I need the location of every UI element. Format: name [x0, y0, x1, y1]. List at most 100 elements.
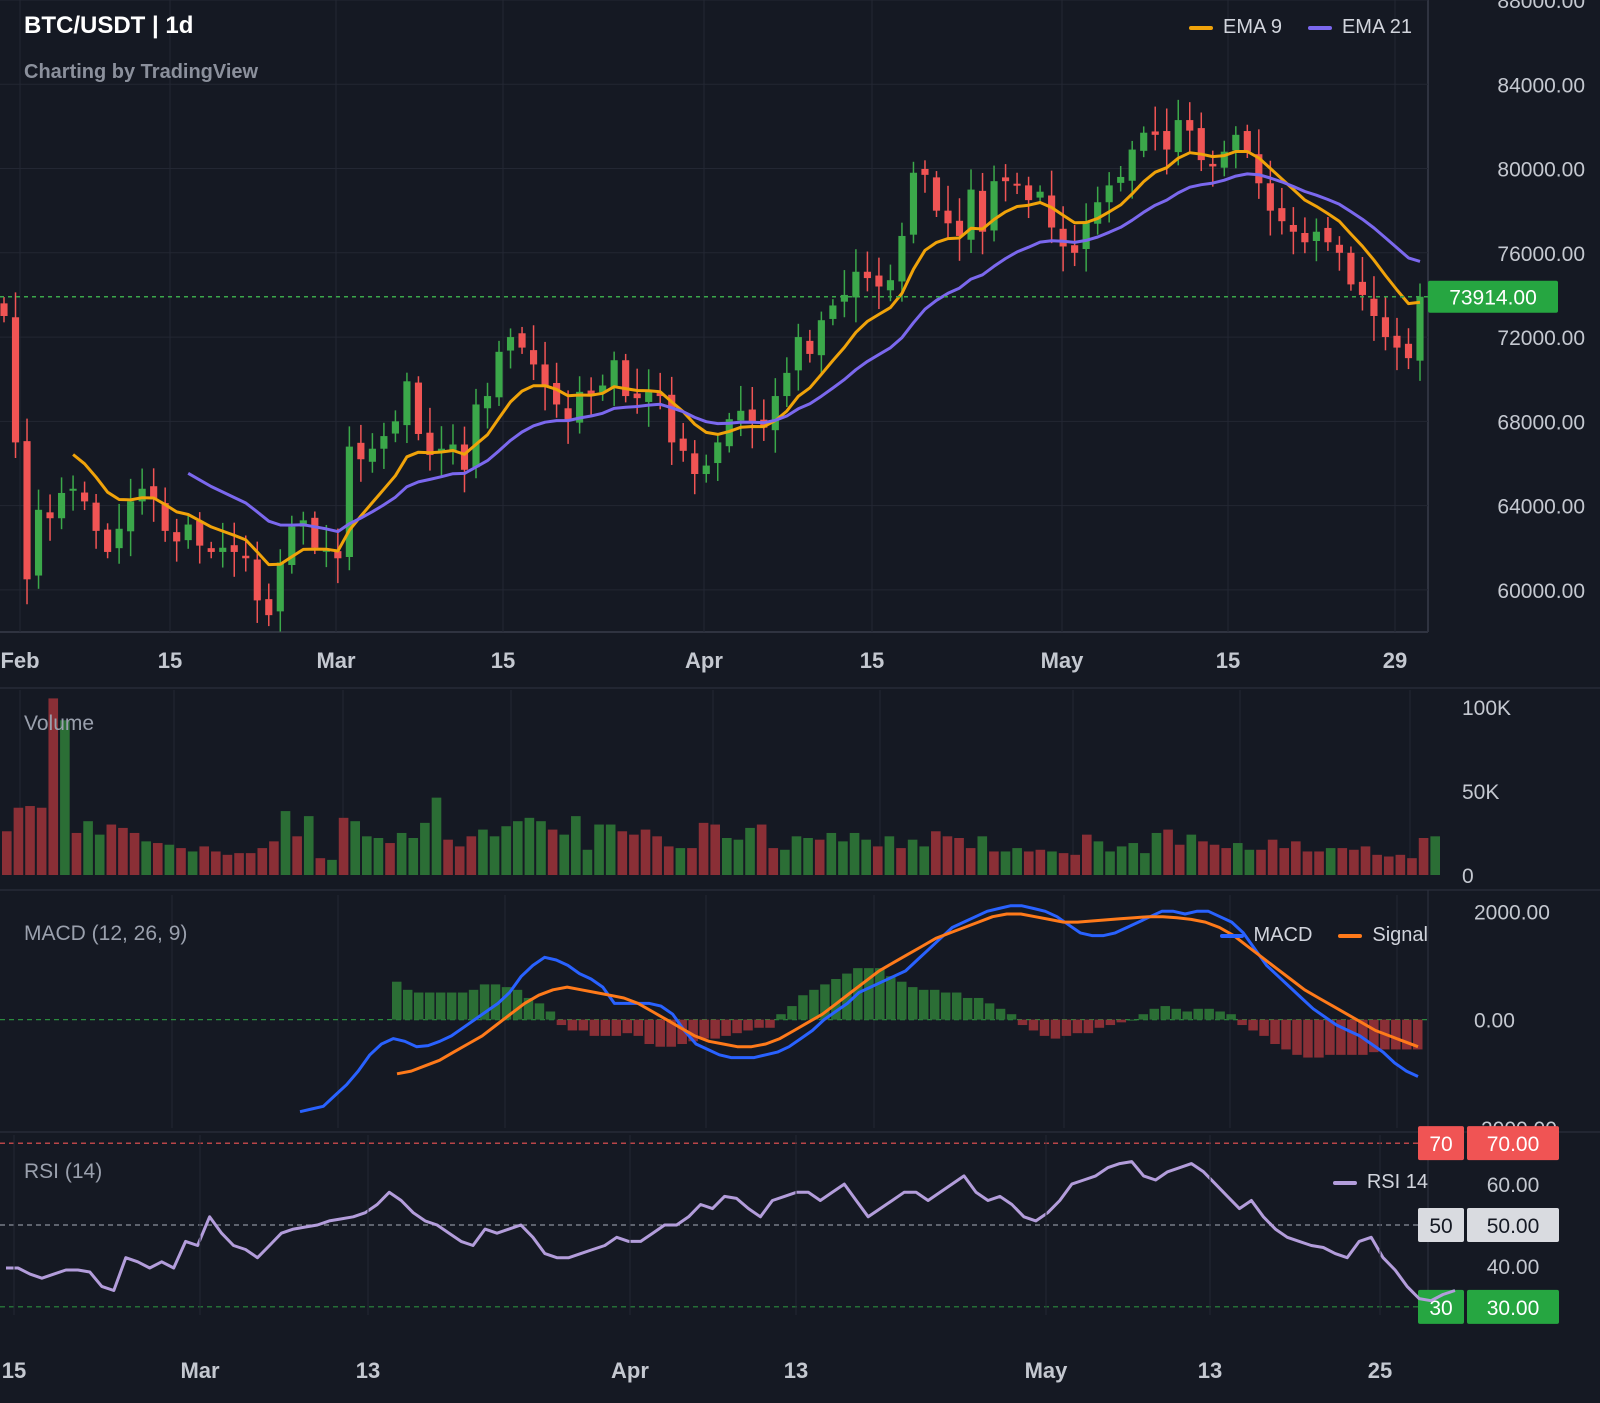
macd-histogram-bar [1314, 1019, 1324, 1058]
candle-body [403, 381, 411, 426]
volume-bar [257, 848, 268, 875]
volume-bar [187, 851, 198, 875]
rsi-label: RSI 14 [1366, 1171, 1428, 1193]
macd-histogram-bar [1138, 1014, 1149, 1020]
candle-body [57, 492, 66, 519]
volume-bar [942, 836, 953, 875]
macd-histogram-bar [743, 1019, 753, 1031]
volume-pane-title: Volume [24, 712, 95, 735]
legend-rsi[interactable]: RSI 14 [1332, 1171, 1428, 1194]
candle-body [196, 520, 204, 546]
macd-histogram-bar [787, 1006, 797, 1020]
candle-body [1347, 252, 1355, 285]
volume-tick-label: 0 [1462, 865, 1474, 888]
volume-bar [443, 839, 453, 875]
candle-body [587, 390, 595, 397]
macd-histogram-bar [776, 1014, 786, 1020]
rsi-swatch [1332, 1180, 1357, 1185]
candle-body [1278, 208, 1286, 222]
candle-body [173, 532, 181, 542]
candle-body [1255, 154, 1263, 184]
volume-bar [1186, 834, 1197, 875]
candle-body [1301, 232, 1309, 243]
volume-bar [373, 838, 384, 875]
volume-bar [1070, 854, 1080, 875]
volume-bar [478, 829, 488, 875]
volume-bar [605, 824, 616, 875]
candle-body [1001, 177, 1010, 182]
ema21-label: EMA 21 [1341, 16, 1412, 38]
rsi-line [6, 1160, 1456, 1303]
volume-bar [1128, 843, 1139, 875]
volume-bar [722, 838, 732, 875]
candle-body [150, 486, 158, 500]
macd-histogram-bar [402, 989, 413, 1020]
candle-body [576, 391, 584, 423]
macd-histogram-bar [688, 1019, 698, 1042]
volume-bar [1140, 853, 1150, 875]
candle-body [863, 271, 871, 279]
volume-bar [663, 846, 674, 875]
candle-body [829, 305, 837, 319]
legend-ema9[interactable]: EMA 9 [1189, 16, 1282, 39]
candle-body [1025, 185, 1033, 201]
ema21-swatch [1307, 25, 1332, 30]
macd-histogram-bar [1094, 1019, 1105, 1028]
macd-histogram-bar [1248, 1019, 1258, 1031]
signal-label: Signal [1372, 924, 1428, 946]
macd-histogram-bar [1127, 1019, 1138, 1021]
volume-bar [1325, 848, 1336, 875]
volume-bar [315, 858, 326, 875]
volume-bar [1291, 841, 1301, 875]
candle-body [737, 410, 745, 421]
macd-histogram-bar [1083, 1019, 1094, 1034]
bottom-date-tick-label: 13 [784, 1358, 808, 1383]
candle-body [184, 524, 192, 541]
macd-histogram-bar [1303, 1019, 1313, 1058]
symbol-title[interactable]: BTC/USDT | 1d [24, 12, 194, 39]
volume-bar [838, 841, 848, 875]
ema9-swatch [1189, 25, 1214, 30]
candle-body [852, 271, 860, 298]
macd-histogram-bar [1017, 1019, 1028, 1026]
volume-bar [1267, 839, 1278, 875]
bottom-date-tick-label: 13 [1198, 1358, 1222, 1383]
volume-bar [594, 824, 604, 875]
macd-histogram-bar [765, 1019, 775, 1028]
volume-bar [652, 836, 662, 875]
macd-histogram-bar [1336, 1019, 1346, 1055]
volume-bar [1395, 854, 1406, 875]
bottom-date-tick-label: 25 [1368, 1358, 1392, 1383]
macd-histogram-bar [973, 997, 984, 1020]
candle-body [645, 391, 653, 402]
rsi-level-tag-label: 50 [1429, 1215, 1452, 1238]
candle-body [161, 503, 169, 531]
macd-histogram-bar [798, 995, 808, 1020]
candle-body [1071, 245, 1079, 253]
macd-histogram-bar [512, 989, 523, 1020]
volume-tick-label: 100K [1462, 697, 1511, 720]
candle-body [817, 320, 825, 356]
rsi-level-tag [1418, 1289, 1464, 1324]
candle-body [380, 436, 388, 449]
last-price-label: 73914.00 [1449, 287, 1537, 310]
candle-body [633, 393, 641, 399]
candle-body [391, 421, 399, 434]
candle-body [69, 488, 77, 491]
volume-bar [1000, 851, 1011, 875]
legend-macd[interactable]: MACD [1219, 924, 1312, 947]
candle-body [81, 492, 89, 502]
rsi-50-tag-bg [1467, 1208, 1559, 1242]
legend-signal[interactable]: Signal [1338, 924, 1428, 947]
volume-bar [791, 836, 802, 875]
ema21-line [187, 172, 1421, 534]
macd-histogram-bar [897, 981, 907, 1020]
legend-ema21[interactable]: EMA 21 [1307, 16, 1412, 39]
macd-histogram-bar [556, 1019, 567, 1026]
volume-bar [454, 846, 465, 875]
macd-histogram-bar [1072, 1019, 1083, 1034]
last-price-tag [1428, 280, 1558, 313]
volume-bar [1418, 838, 1429, 875]
